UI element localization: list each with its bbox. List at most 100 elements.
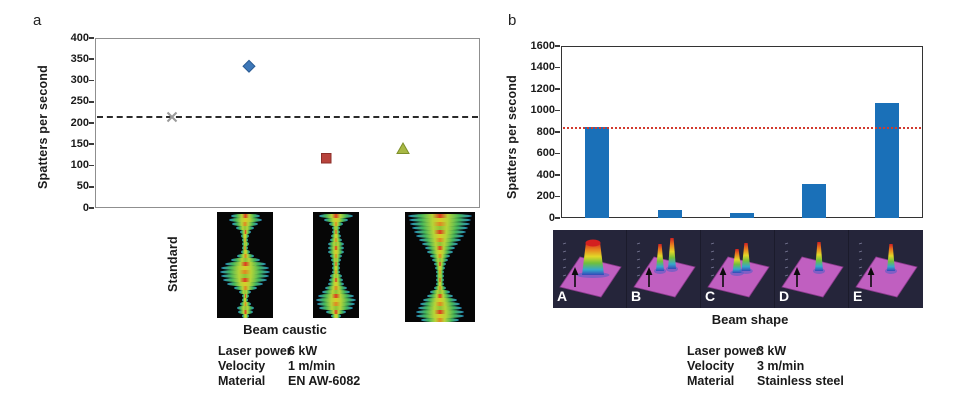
beam-shape-letter-C: C [705, 288, 716, 304]
caustic-slice [317, 302, 355, 306]
info-row: Velocity 3 m/min [687, 359, 844, 374]
y-tick-label-a: 50 [76, 180, 89, 193]
panel-b-letter: b [508, 12, 517, 29]
info-row: Material Stainless steel [687, 374, 844, 389]
caustic-slice [418, 238, 462, 242]
y-tick-label-b: 1000 [530, 104, 555, 116]
reference-line-a [97, 115, 478, 118]
caustic-slice [316, 298, 356, 302]
caustic-slice [242, 238, 248, 242]
caustic-slice [319, 306, 353, 310]
scatter-marker-diamond [242, 59, 256, 73]
beam-shape-letter-D: D [779, 288, 790, 304]
reference-line-b [563, 126, 921, 129]
caustic-slice [236, 254, 254, 258]
info-label: Laser power [218, 344, 292, 358]
plot-area-a [95, 38, 480, 208]
caustic-slice [319, 214, 353, 218]
beam-shape-caption: Beam shape [711, 312, 789, 327]
y-tick-mark-b [555, 174, 560, 176]
beam-shape-cell-C: C [701, 230, 775, 308]
caustic-slice [427, 250, 453, 254]
caustic-slice [329, 238, 343, 242]
beam-shape-cell-A: A [553, 230, 627, 308]
caustic-slice [411, 226, 469, 230]
beam-shape-letter-E: E [853, 288, 863, 304]
caustic-slice [436, 274, 444, 278]
beam-shape-cell-D: D [775, 230, 849, 308]
beam-shape-plot-A [559, 239, 622, 298]
info-row: Velocity 1 m/min [218, 359, 360, 374]
caustic-slice [332, 230, 340, 234]
beam-shape-plot-E [855, 242, 918, 298]
beam-shape-plot-C [707, 242, 770, 298]
y-tick-label-b: 1400 [530, 61, 555, 73]
caustic-slice [424, 246, 456, 250]
caustic-slice [328, 250, 344, 254]
info-value: 6 kW [288, 344, 318, 358]
bar-D [802, 184, 827, 218]
caustic-slice [410, 222, 470, 226]
y-tick-label-b: 800 [536, 125, 555, 138]
beam-shape-plot-D [781, 242, 844, 298]
caustic-slice [321, 290, 351, 294]
y-tick-label-a: 400 [70, 31, 89, 44]
beam-shape-letter-A: A [557, 288, 568, 304]
caustic-slice [326, 310, 346, 314]
beam-shape-cell-E: E [849, 230, 923, 308]
caustic-slice [241, 314, 249, 318]
caustic-slice [429, 254, 451, 258]
caustic-slice [232, 222, 258, 226]
caustic-slice [431, 258, 449, 262]
caustic-slice [242, 246, 248, 250]
plot-area-b [561, 46, 923, 218]
caustic-slice [420, 318, 460, 322]
bar-B [657, 210, 682, 218]
beam-caustic-image-1 [217, 212, 273, 318]
caustic-slice [237, 310, 253, 314]
y-tick-mark-a [89, 143, 94, 146]
caustic-slice [241, 294, 249, 298]
beam-shape-strip: A B C D E [553, 230, 923, 308]
info-table-a: Laser power6 kW Velocity 1 m/min Material… [218, 344, 360, 389]
caustic-slice [413, 230, 467, 234]
caustic-slice [408, 214, 472, 218]
y-tick-label-a: 250 [70, 95, 89, 108]
info-row: Material EN AW-6082 [218, 374, 360, 389]
y-tick-mark-b [555, 131, 560, 133]
caustic-slice [228, 218, 262, 222]
info-label: Velocity [687, 359, 735, 373]
caustic-slice [435, 270, 445, 274]
y-tick-mark-a [89, 58, 94, 61]
caustic-slice [221, 266, 269, 270]
info-label: Material [687, 374, 735, 388]
caustic-slice [421, 242, 459, 246]
caustic-slice [408, 218, 472, 222]
caustic-slice [241, 298, 249, 302]
caustic-slice [331, 270, 341, 274]
y-tick-mark-b [555, 109, 560, 112]
caustic-slice [230, 258, 260, 262]
y-tick-label-a: 300 [70, 74, 89, 86]
info-label: Material [218, 374, 266, 388]
caustic-slice [220, 270, 270, 274]
beam-shape-cell-B: B [627, 230, 701, 308]
caustic-slice [331, 314, 341, 318]
caustic-slice [224, 262, 266, 266]
y-tick-mark-b [555, 217, 560, 219]
y-tick-label-b: 1600 [530, 39, 555, 52]
caustic-slice [327, 246, 345, 250]
info-label: Velocity [218, 359, 266, 373]
y-axis-label-a: Spatters per second [36, 65, 50, 189]
info-value: 3 kW [757, 344, 787, 358]
bar-A [585, 126, 610, 218]
caustic-slice [241, 234, 249, 238]
y-axis-label-b: Spatters per second [505, 75, 519, 199]
caustic-slice [433, 286, 447, 290]
caustic-slice [330, 254, 342, 258]
y-tick-mark-a [89, 185, 94, 188]
info-value: 3 m/min [757, 359, 805, 373]
caustic-slice [236, 226, 254, 230]
info-label: Laser power [687, 344, 761, 358]
y-tick-mark-b [555, 195, 560, 198]
